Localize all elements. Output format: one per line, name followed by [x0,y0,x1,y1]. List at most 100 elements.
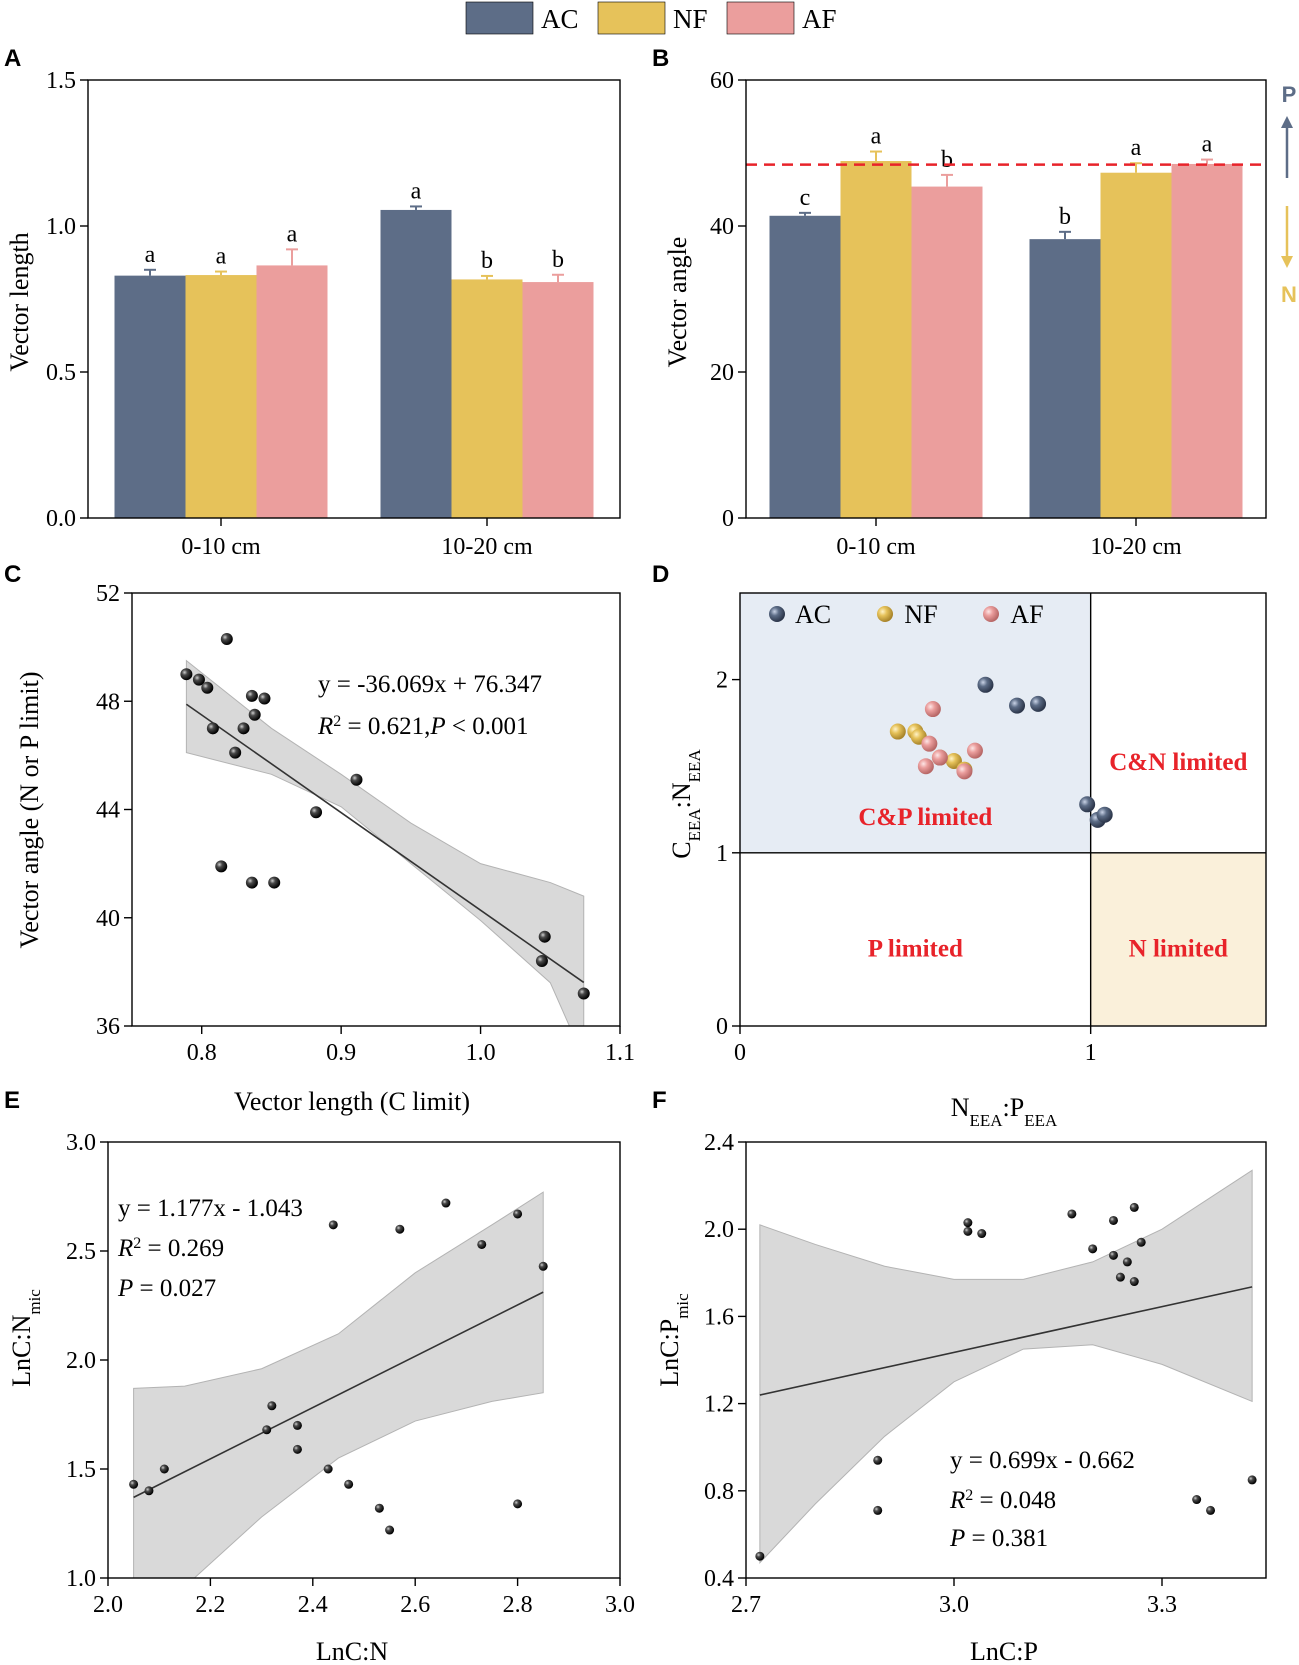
panel-e-point [441,1198,451,1208]
panel-f-ytick-label: 0.8 [704,1479,734,1505]
quadrant-label-cn: C&N limited [1109,749,1247,776]
panel-b-category-label: 10-20 cm [1090,534,1182,560]
panel-e-r2: R2 = 0.269 [117,1235,224,1263]
panel-a-category-label: 0-10 cm [181,534,261,560]
panel-e-point [374,1503,384,1513]
panel-b-p-label: P [1282,82,1297,107]
panel-a-sig-letter: b [481,248,493,274]
panel-a-vector-length-chart: Vector length a a a 0-10 cm a b b 10-20 cm 0.0 0.… [5,68,621,560]
panel-c-xlabel: Vector length (C limit) [234,1087,470,1116]
panel-f-point [1067,1209,1077,1219]
arrow-down-head-icon [1281,256,1293,268]
panel-f-point [1247,1475,1257,1485]
panel-c-xtick-label: 1.0 [466,1040,496,1066]
quadrant-n-fill [1090,852,1266,1026]
panel-e-xtick-label: 2.6 [400,1592,430,1618]
panel-c-scatter: Vector angle (N or P limit) Vector lengt… [15,581,635,1116]
panel-c-point [538,930,551,943]
legend-swatch-af [726,1,795,35]
panel-f-ylabel: LnC:Pmic [655,1293,692,1387]
panel-a-sig-letter: b [552,247,564,273]
panel-e-ylabel: LnC:Nmic [7,1289,44,1387]
panel-f-ytick-label: 2.0 [704,1217,734,1243]
panel-label-a: A [4,45,21,72]
legend-label-af: AF [802,4,837,34]
panel-a-frame [87,79,621,519]
panel-d-legend-marker-ac [769,606,785,622]
panel-c-xtick-label: 0.8 [187,1040,217,1066]
panel-c-point [206,722,219,735]
panel-b-ytick-label: 40 [710,214,734,240]
panel-e-ytick-label: 1.5 [66,1457,96,1483]
panel-c-point [201,681,214,694]
panel-c-point [180,668,193,681]
panel-e-point [344,1479,354,1489]
panel-e-point [159,1464,169,1474]
panel-a-bar-ac [114,275,186,518]
panel-b-bar-af [1171,163,1243,518]
panel-b-n-label: N [1281,282,1297,307]
quadrant-label-n: N limited [1129,936,1228,963]
panel-e-xlabel: LnC:N [316,1637,388,1665]
panel-a-bar-nf [451,279,523,518]
panel-f-ytick-label: 0.4 [704,1566,734,1592]
panel-e-p: P = 0.027 [117,1275,216,1302]
panel-c-point [237,722,250,735]
panel-b-sig-letter: b [941,147,953,173]
quadrant-label-cp: C&P limited [858,804,992,831]
panel-a-bar-af [256,265,328,518]
panel-e-point [129,1479,139,1489]
panel-a-sig-letter: a [411,178,422,204]
panel-c-xtick-label: 1.1 [605,1040,635,1066]
panel-a-sig-letter: a [145,242,156,268]
panel-c-point [535,955,548,968]
panel-f-ytick-label: 2.4 [704,1130,734,1156]
panel-f-confidence-band [759,1169,1253,1564]
panel-f-frame [745,1141,1267,1579]
panel-d-point-ac [1030,695,1047,712]
panel-f-point [1129,1277,1139,1287]
panel-e-point [328,1220,338,1230]
panel-e-xtick-label: 2.0 [93,1592,123,1618]
panel-d-point-ac [1079,796,1096,813]
panel-f-point [1206,1505,1216,1515]
panel-label-c: C [4,561,21,588]
panel-a-ytick-label: 0.5 [46,360,76,386]
panel-f-point [1129,1202,1139,1212]
panel-a-ytick-label: 1.5 [46,68,76,94]
panel-e-point [323,1464,333,1474]
panel-f-point [1108,1215,1118,1225]
panel-b-bar-nf [1100,172,1172,518]
panel-c-point [310,806,323,819]
panel-c-confidence-band [185,659,585,1026]
panel-c-point [215,860,228,873]
panel-c-ytick-label: 48 [96,689,120,715]
panel-e-xtick-label: 2.4 [298,1592,328,1618]
panel-f-ytick-label: 1.2 [704,1392,734,1418]
panel-f-point [873,1455,883,1465]
panel-f-r2: R2 = 0.048 [949,1487,1056,1515]
panel-f-ytick-label: 1.6 [704,1304,734,1330]
panel-e-ytick-label: 1.0 [66,1566,96,1592]
panel-e-scatter: LnC:Nmic LnC:N 1.0 1.5 2.0 2.5 3.0 2.0 2.2 2.4 2… [7,1130,635,1665]
panel-e-point [385,1525,395,1535]
panel-c-point [245,876,258,889]
panel-a-ytick-label: 0.0 [46,506,76,532]
panel-d-point-ac [1096,806,1113,823]
panel-b-vector-angle-chart: Vector angle P N c a b 0-10 cm b a a 10-20 cm 0 2… [663,68,1297,560]
panel-c-point [268,876,281,889]
panel-d-point-af [966,742,983,759]
panel-label-e: E [4,1087,20,1114]
panel-d-point-af [921,735,938,752]
panel-c-ylabel: Vector angle (N or P limit) [15,671,44,948]
panel-c-ytick-label: 44 [96,798,120,824]
panel-e-xtick-label: 3.0 [605,1592,635,1618]
panel-d-frame [739,592,1267,1027]
panel-c-point [258,692,271,705]
panel-label-f: F [652,1087,667,1114]
panel-d-xtick-label: 1 [1085,1040,1097,1066]
top-legend: AC NF AF [465,1,837,35]
panel-e-ytick-label: 2.5 [66,1239,96,1265]
panel-d-point-ac [1009,697,1026,714]
